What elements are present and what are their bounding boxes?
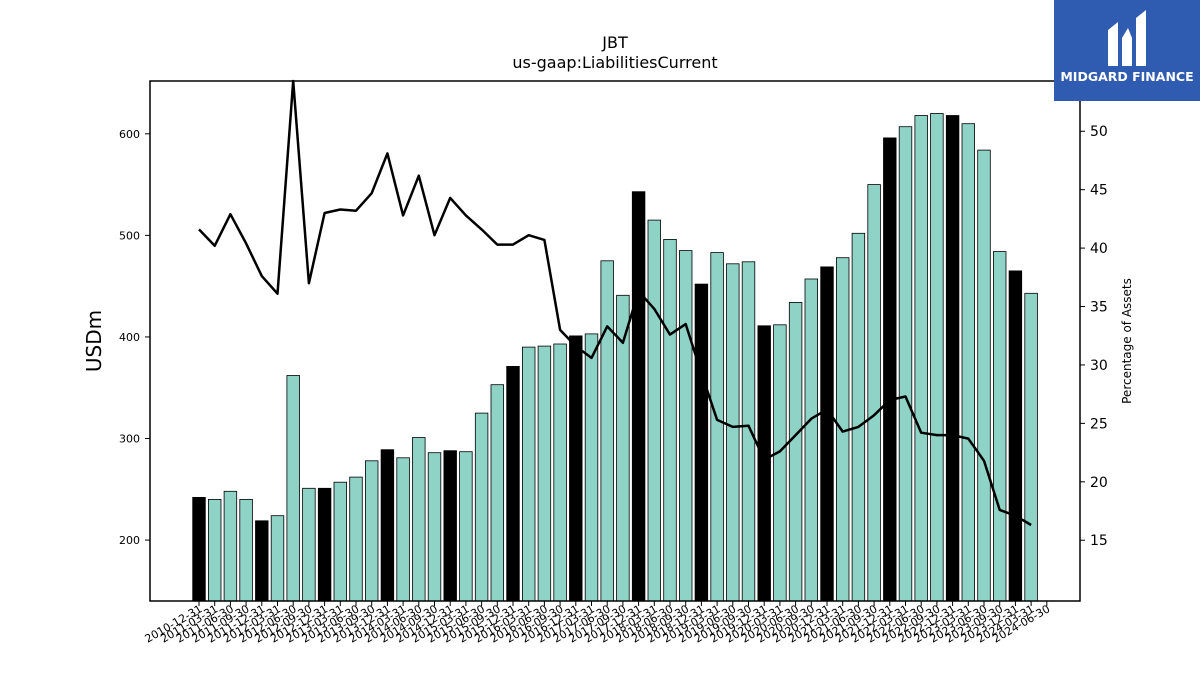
bar-2015-03-31 bbox=[459, 451, 473, 602]
bar-2019-12-31 bbox=[757, 325, 771, 602]
bar-2021-09-30 bbox=[867, 184, 881, 602]
bar-2010-12-31 bbox=[192, 496, 206, 602]
bar-2017-03-31 bbox=[584, 333, 599, 602]
y-axis-label: USDm bbox=[82, 310, 106, 372]
bar-2017-12-31 bbox=[631, 191, 646, 602]
bar-2019-06-30 bbox=[726, 263, 740, 602]
y2-tick-label-15: 15 bbox=[1090, 533, 1108, 549]
bar-2013-12-31 bbox=[380, 449, 395, 602]
bar-2012-06-30 bbox=[286, 375, 300, 602]
y-tick-label-500: 500 bbox=[119, 229, 140, 242]
bar-2021-06-30 bbox=[851, 232, 866, 602]
bar-2016-06-30 bbox=[537, 345, 552, 602]
bar-2012-03-31 bbox=[270, 515, 285, 602]
bar-2014-06-30 bbox=[412, 437, 426, 602]
bar-2013-03-31 bbox=[333, 481, 348, 602]
bar-2011-12-31 bbox=[255, 520, 269, 602]
bar-2018-12-31 bbox=[694, 283, 709, 602]
plot-frame bbox=[149, 80, 1081, 602]
bar-2020-03-31 bbox=[773, 324, 787, 602]
bar-2019-03-31 bbox=[710, 252, 724, 602]
y2-axis-label: Percentage of Assets bbox=[1120, 278, 1134, 404]
bar-2018-06-30 bbox=[663, 238, 677, 602]
chart-subtitle: us-gaap:LiabilitiesCurrent bbox=[512, 53, 717, 72]
y2-tick-label-45: 45 bbox=[1090, 183, 1108, 199]
bar-2020-09-30 bbox=[804, 278, 819, 602]
bar-2020-12-31 bbox=[820, 266, 834, 602]
chart-title: JBT bbox=[601, 33, 628, 52]
bar-2013-09-30 bbox=[364, 460, 379, 602]
y-tick-label-200: 200 bbox=[119, 534, 140, 547]
bar-2011-03-31 bbox=[207, 498, 222, 602]
bar-2011-06-30 bbox=[223, 490, 238, 602]
bar-2023-06-30 bbox=[977, 149, 991, 602]
bar-2023-09-30 bbox=[993, 251, 1007, 602]
y-tick-label-400: 400 bbox=[119, 331, 140, 344]
y2-tick-label-35: 35 bbox=[1090, 300, 1108, 316]
bar-2022-03-31 bbox=[898, 126, 913, 602]
bar-2014-12-31 bbox=[443, 450, 457, 602]
bar-2015-09-30 bbox=[490, 384, 505, 602]
y2-axis: 15 20 25 30 35 40 45 50 bbox=[1080, 124, 1108, 549]
bar-2021-12-31 bbox=[883, 137, 897, 602]
percentage-of-assets-line bbox=[198, 79, 1032, 527]
x-axis: 2010-12-312011-03-312011-06-302011-09-30… bbox=[143, 601, 1052, 646]
bar-2022-12-31 bbox=[945, 115, 960, 602]
bar-2020-06-30 bbox=[788, 301, 803, 602]
y-tick-label-300: 300 bbox=[119, 433, 140, 446]
midgard-logo-icon bbox=[1108, 10, 1146, 66]
y2-tick-label-30: 30 bbox=[1090, 358, 1108, 374]
y2-tick-label-50: 50 bbox=[1090, 124, 1108, 140]
midgard-finance-logo: MIDGARD FINANCE bbox=[1054, 0, 1200, 101]
bar-2018-03-31 bbox=[647, 219, 662, 602]
y2-tick-label-20: 20 bbox=[1090, 475, 1108, 491]
bar-2012-09-30 bbox=[302, 487, 316, 602]
y2-tick-label-40: 40 bbox=[1090, 241, 1108, 257]
logo-text: MIDGARD FINANCE bbox=[1060, 69, 1194, 84]
bar-2017-06-30 bbox=[600, 260, 614, 602]
bar-2015-06-30 bbox=[474, 412, 489, 602]
y2-tick-label-25: 25 bbox=[1090, 416, 1108, 432]
bar-2016-12-31 bbox=[569, 335, 583, 602]
y-axis: 200 300 400 500 600 bbox=[119, 128, 150, 547]
bar-2023-03-31 bbox=[961, 123, 976, 602]
bar-2013-06-30 bbox=[349, 476, 363, 602]
bar-2016-03-31 bbox=[522, 346, 536, 602]
bar-2016-09-30 bbox=[553, 343, 567, 602]
bars-layer bbox=[192, 113, 1038, 602]
bar-2015-12-31 bbox=[506, 365, 520, 602]
bar-2022-09-30 bbox=[930, 113, 944, 602]
line-layer bbox=[198, 79, 1032, 527]
bar-2011-09-30 bbox=[239, 498, 253, 602]
bar-2012-12-31 bbox=[317, 487, 332, 602]
bar-2022-06-30 bbox=[914, 115, 928, 602]
bar-2014-03-31 bbox=[396, 457, 410, 602]
bar-2018-09-30 bbox=[679, 250, 693, 602]
bar-2019-09-30 bbox=[741, 261, 756, 602]
bar-2014-09-30 bbox=[427, 452, 442, 602]
bar-2023-12-31 bbox=[1008, 270, 1023, 602]
y-tick-label-600: 600 bbox=[119, 128, 140, 141]
bar-2024-03-31 bbox=[1024, 292, 1038, 602]
